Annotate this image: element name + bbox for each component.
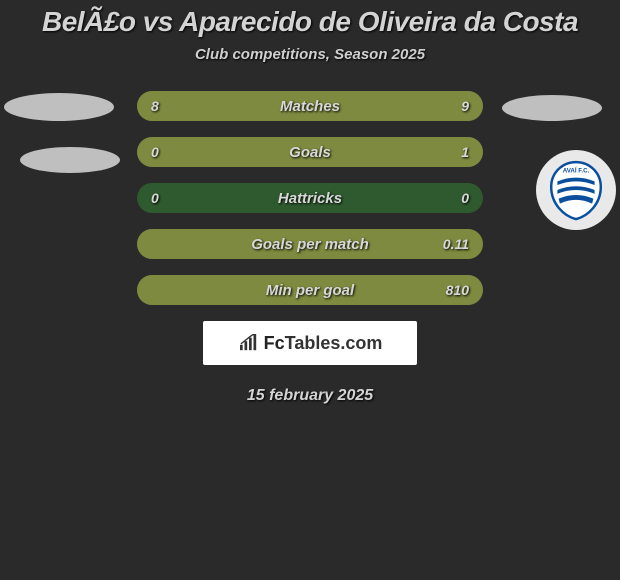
page-title: BelÃ£o vs Aparecido de Oliveira da Costa [0,6,620,38]
avai-crest-icon: AVAÍ F.C. [545,159,607,221]
stat-bar-goals: 0 Goals 1 [137,137,483,167]
stat-label: Goals per match [251,236,369,253]
club-crest-right: AVAÍ F.C. [536,150,616,230]
player-left-avatar-placeholder-2 [20,147,120,173]
comparison-card: BelÃ£o vs Aparecido de Oliveira da Costa… [0,0,620,405]
player-left-avatar-placeholder-1 [4,93,114,121]
stat-bar-goals-per-match: Goals per match 0.11 [137,229,483,259]
stat-value-left: 0 [151,144,159,160]
bar-fill-left [137,91,300,121]
comparison-date: 15 february 2025 [0,387,620,405]
stat-label: Matches [280,98,340,115]
chart-icon [238,334,260,352]
stat-value-left: 0 [151,190,159,206]
subtitle: Club competitions, Season 2025 [0,46,620,63]
crest-label-text: AVAÍ F.C. [563,167,590,175]
stat-value-right: 1 [461,144,469,160]
stat-bar-hattricks: 0 Hattricks 0 [137,183,483,213]
player-right-avatar-placeholder [502,95,602,121]
stat-bar-min-per-goal: Min per goal 810 [137,275,483,305]
stat-value-right: 0 [461,190,469,206]
logo-text: FcTables.com [264,333,383,354]
stat-label: Goals [289,144,331,161]
stat-value-left: 8 [151,98,159,114]
stat-bars: 8 Matches 9 0 Goals 1 0 Hattricks 0 Goals per mat… [137,91,483,305]
stat-value-right: 0.11 [443,236,469,252]
stats-area: AVAÍ F.C. 8 Matches 9 0 Goals 1 0 Hattricks 0 Goa… [0,91,620,305]
fctables-logo[interactable]: FcTables.com [203,321,417,365]
stat-value-right: 810 [446,282,469,298]
stat-value-right: 9 [461,98,469,114]
stat-bar-matches: 8 Matches 9 [137,91,483,121]
stat-label: Min per goal [266,282,354,299]
stat-label: Hattricks [278,190,342,207]
